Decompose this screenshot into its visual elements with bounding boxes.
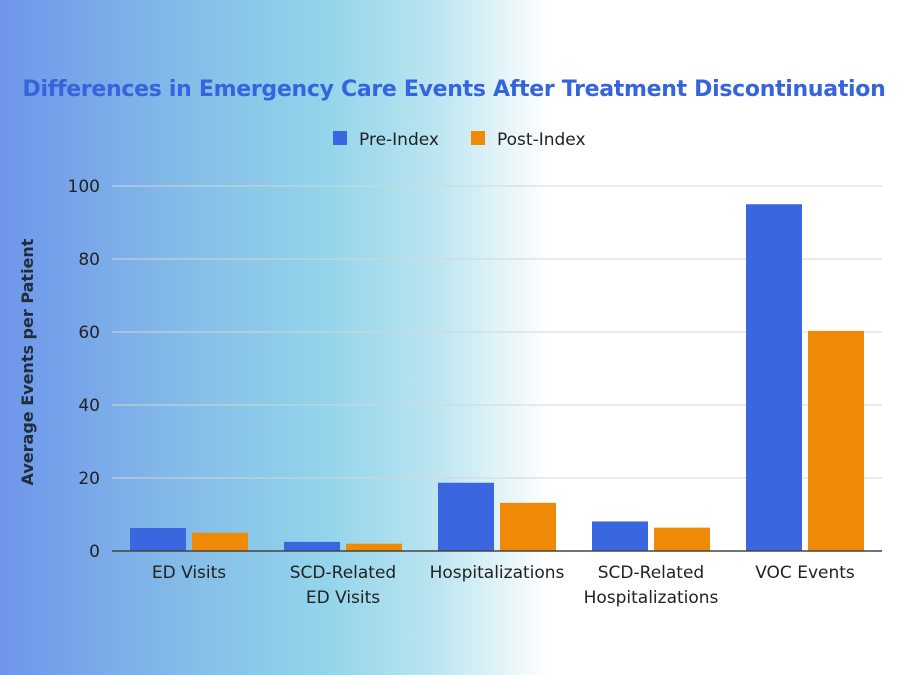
x-axis-categories: ED Visits SCD-Related ED Visits Hospitaliza… (152, 563, 855, 608)
x-category-label: VOC Events (755, 563, 855, 583)
y-axis-label: Average Events per Patient (18, 238, 37, 485)
y-tick-label: 0 (89, 542, 100, 562)
legend-swatch-pre-index (333, 131, 347, 145)
x-category-label: SCD-Related Hospitalizations (584, 563, 719, 608)
chart-title: Differences in Emergency Care Events Aft… (23, 77, 886, 102)
y-tick-label: 60 (78, 323, 100, 343)
x-category-label: SCD-Related ED Visits (290, 563, 396, 608)
legend-label-pre-index: Pre-Index (359, 130, 439, 150)
bar-pre-index-1 (284, 541, 340, 551)
y-axis-ticks: 0 20 40 60 80 100 (68, 177, 100, 562)
bar-post-index-2 (500, 502, 556, 551)
x-category-label: ED Visits (152, 563, 226, 583)
bar-pre-index-2 (438, 482, 494, 551)
y-tick-label: 40 (78, 396, 100, 416)
bar-pre-index-0 (130, 528, 186, 551)
bar-post-index-1 (346, 543, 402, 551)
y-tick-label: 80 (78, 250, 100, 270)
bars (130, 204, 864, 551)
bar-post-index-3 (654, 527, 710, 551)
bar-post-index-0 (192, 532, 248, 551)
x-category-label: Hospitalizations (430, 563, 565, 583)
legend-swatch-post-index (471, 131, 485, 145)
legend-label-post-index: Post-Index (497, 130, 586, 150)
bar-post-index-4 (808, 330, 864, 551)
bar-pre-index-4 (746, 204, 802, 551)
y-tick-label: 100 (68, 177, 100, 197)
legend: Pre-Index Post-Index (333, 130, 586, 150)
bar-pre-index-3 (592, 521, 648, 551)
y-tick-label: 20 (78, 469, 100, 489)
